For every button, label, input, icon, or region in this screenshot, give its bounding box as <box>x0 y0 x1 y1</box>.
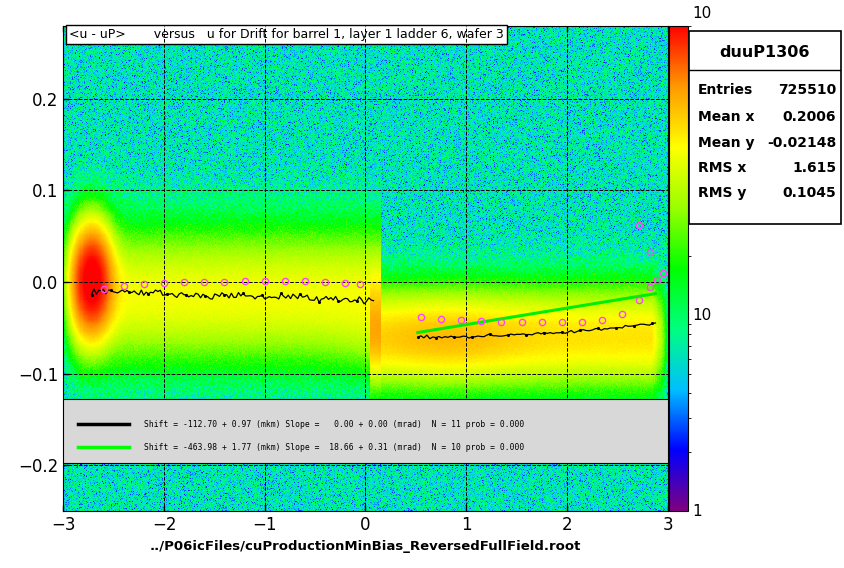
Text: Mean x: Mean x <box>697 110 754 124</box>
Bar <box>63 399 667 462</box>
X-axis label: ../P06icFiles/cuProductionMinBias_ReversedFullField.root: ../P06icFiles/cuProductionMinBias_Revers… <box>149 540 581 553</box>
Text: Entries: Entries <box>697 83 752 97</box>
Text: Mean y: Mean y <box>697 136 754 149</box>
Text: -0.02148: -0.02148 <box>766 136 836 149</box>
Text: 0.1045: 0.1045 <box>782 186 836 200</box>
Text: 1: 1 <box>692 504 701 519</box>
Text: 0.2006: 0.2006 <box>782 110 836 124</box>
Text: RMS y: RMS y <box>697 186 745 200</box>
Text: RMS x: RMS x <box>697 161 745 174</box>
Text: duuP1306: duuP1306 <box>718 45 809 60</box>
Text: Shift = -463.98 + 1.77 (mkm) Slope =  18.66 + 0.31 (mrad)  N = 10 prob = 0.000: Shift = -463.98 + 1.77 (mkm) Slope = 18.… <box>143 442 523 452</box>
Text: <u - uP>       versus   u for Drift for barrel 1, layer 1 ladder 6, wafer 3: <u - uP> versus u for Drift for barrel 1… <box>69 28 504 41</box>
Text: Shift = -112.70 + 0.97 (mkm) Slope =   0.00 + 0.00 (mrad)  N = 11 prob = 0.000: Shift = -112.70 + 0.97 (mkm) Slope = 0.0… <box>143 420 523 429</box>
Text: 10: 10 <box>692 6 711 20</box>
Text: 1.615: 1.615 <box>791 161 836 174</box>
Text: 10: 10 <box>692 308 711 323</box>
Text: 725510: 725510 <box>777 83 836 97</box>
